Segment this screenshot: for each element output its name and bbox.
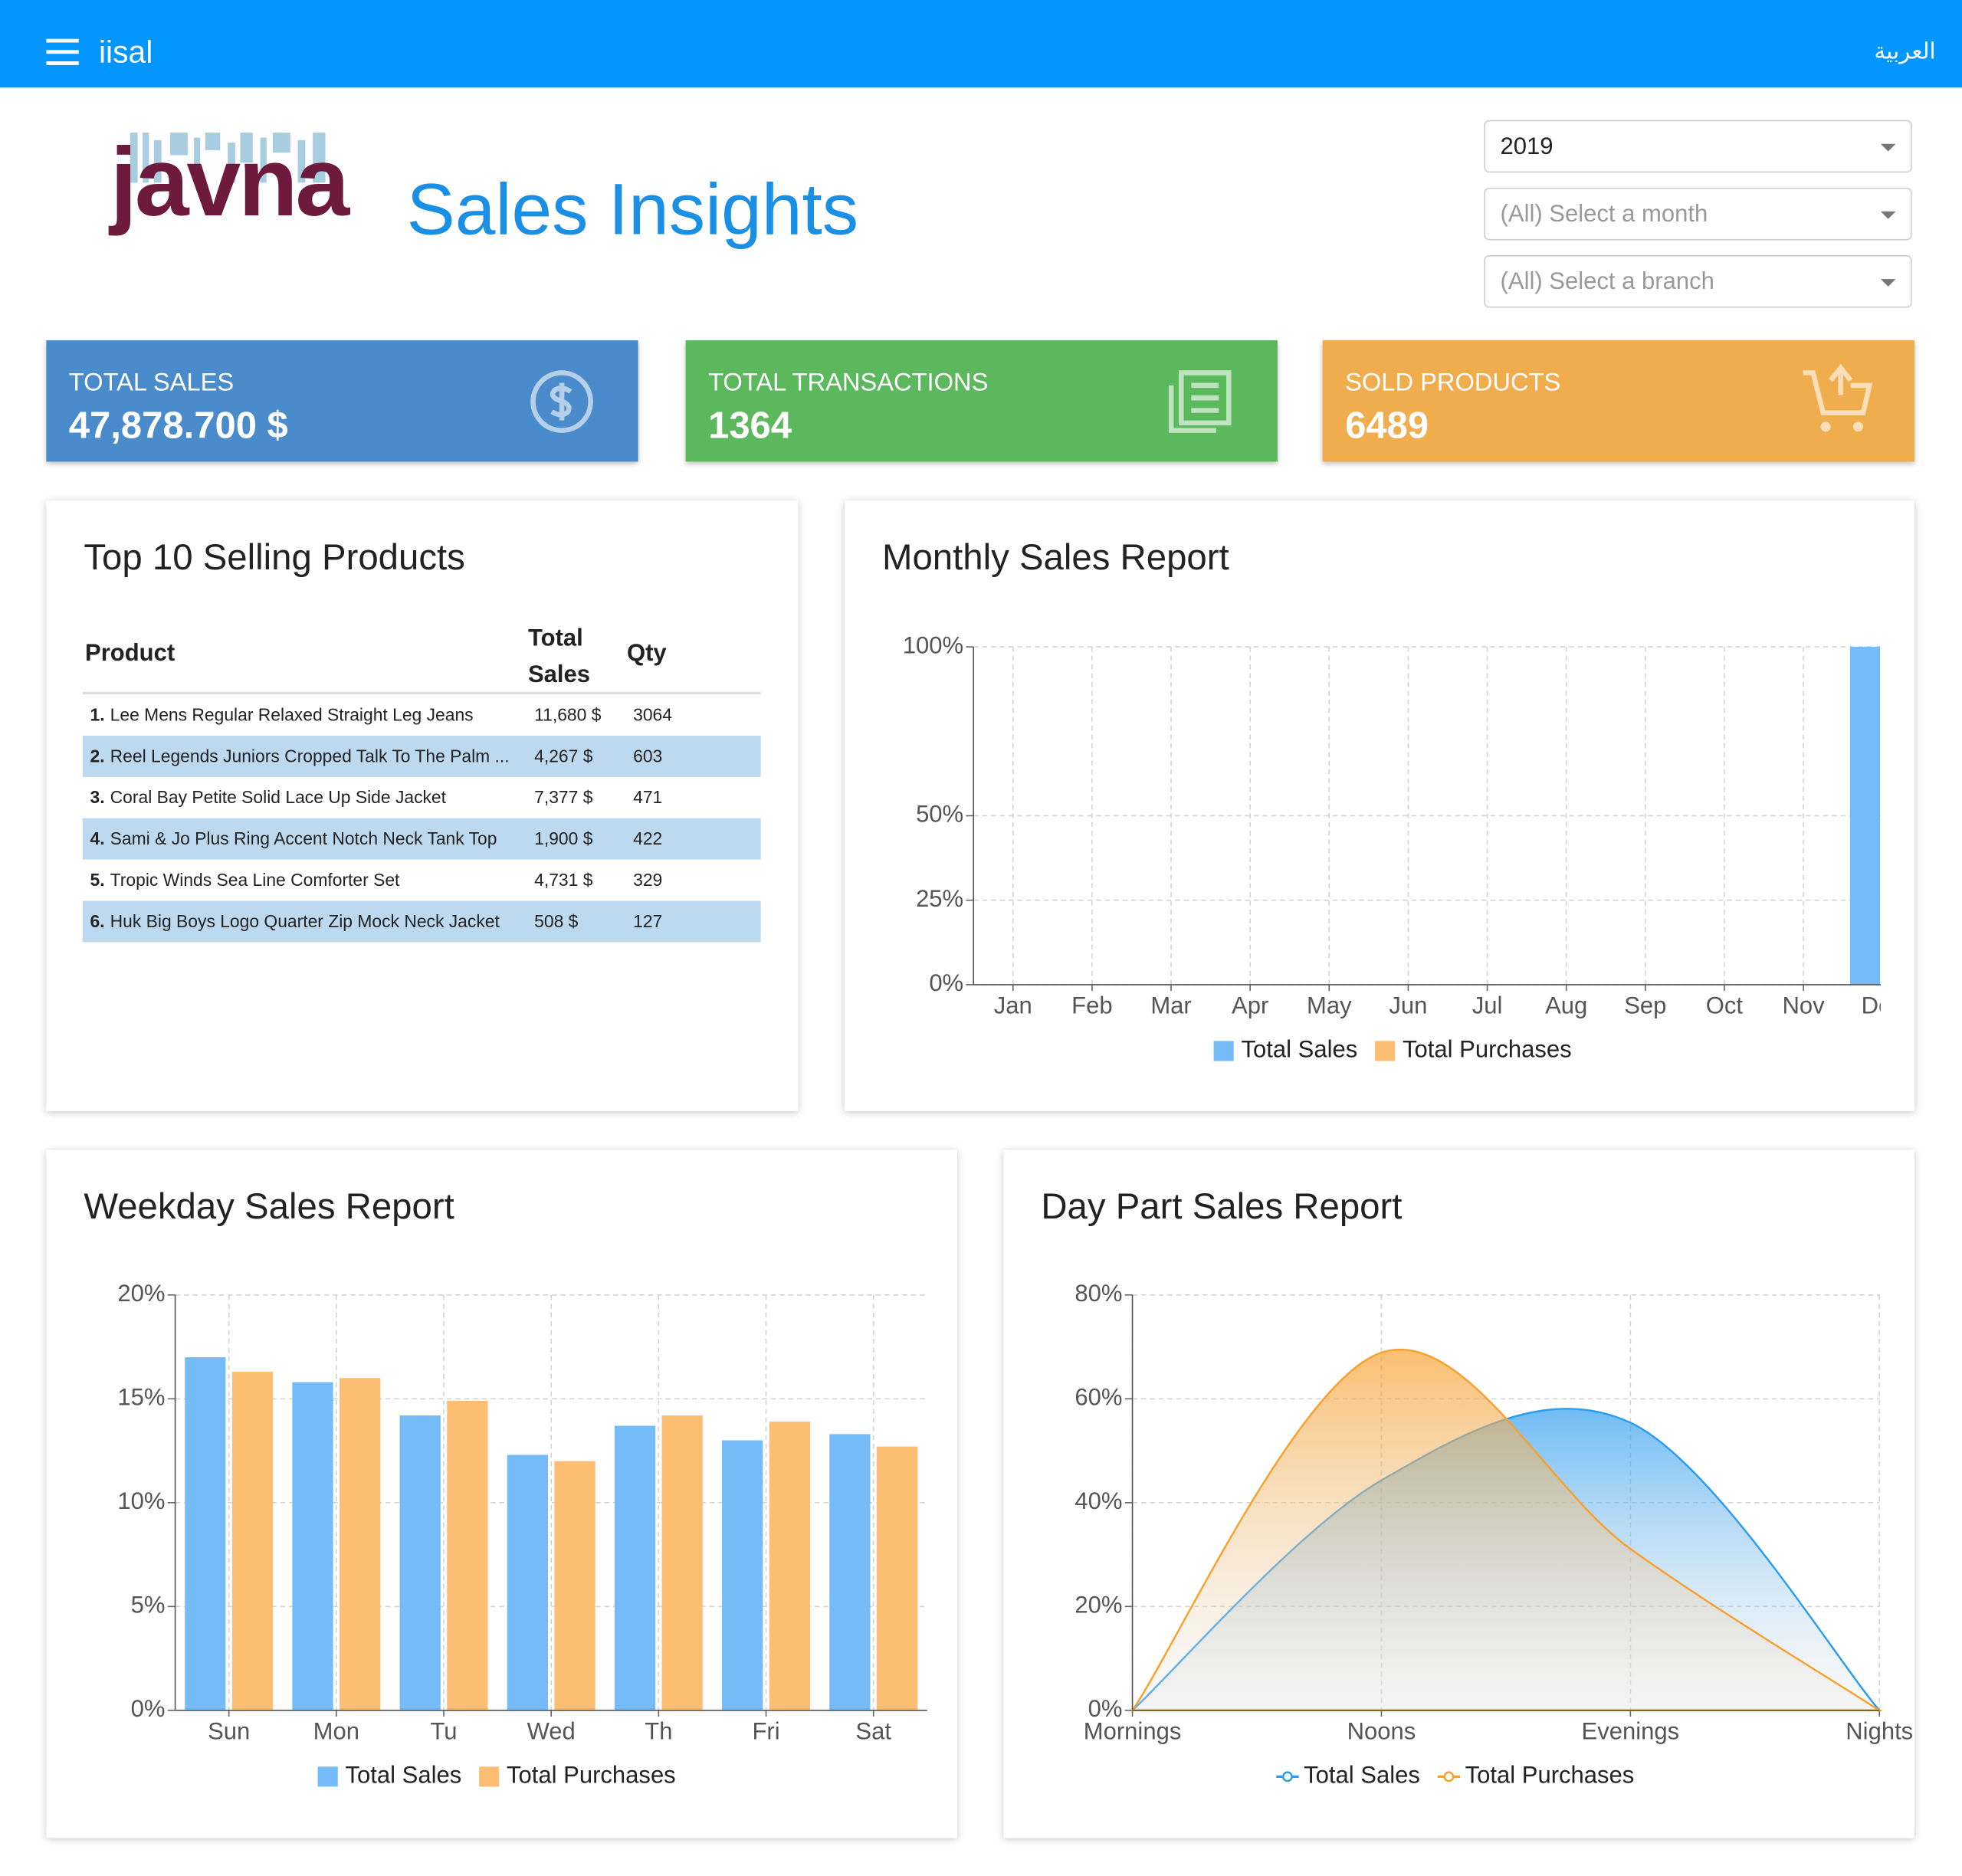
month-select[interactable]: (All) Select a month [1484,187,1912,241]
qty: 471 [633,786,663,808]
qty: 127 [633,910,663,931]
kpi-label: SOLD PRODUCTS [1345,369,1561,397]
product-name: Lee Mens Regular Relaxed Straight Leg Je… [110,704,474,725]
table-row: 4. Sami & Jo Plus Ring Accent Notch Neck … [82,818,761,860]
product-name: Reel Legends Juniors Cropped Talk To The… [110,746,510,766]
header-rule [82,691,761,695]
column-header: Total Sales [527,625,591,688]
product-name: Huk Big Boys Logo Quarter Zip Mock Neck … [110,910,500,931]
qty: 3064 [633,704,672,725]
table-row: 5. Tropic Winds Sea Line Comforter Set 4,7… [83,860,761,901]
cart-icon [1803,363,1873,432]
panel-title: Weekday Sales Report [84,1187,454,1228]
logo-pattern [130,133,326,183]
document-icon [1168,370,1232,433]
table-row: 2. Reel Legends Juniors Cropped Talk To T… [82,735,761,777]
kpi-label: TOTAL SALES [68,369,235,397]
panel: Day Part Sales Report [1003,1150,1914,1838]
kpi-value: 1364 [708,405,792,447]
total-sales: 7,377 $ [534,786,593,808]
kpi-value: 47,878.700 $ [68,405,288,447]
table-row: 3. Coral Bay Petite Solid Lace Up Side Ja… [83,777,761,818]
select-text: 2019 [1500,133,1554,160]
rank: 6. [90,910,105,931]
kpi-card: TOTAL TRANSACTIONS 1364 [685,340,1278,462]
qty: 329 [633,869,663,890]
kpi-value: 6489 [1345,405,1429,447]
rank: 2. [90,746,105,766]
total-sales: 4,267 $ [534,746,593,766]
page-title: Sales Insights [406,169,859,251]
select-text: (All) Select a branch [1500,269,1714,296]
rank: 5. [90,869,105,890]
branch-select[interactable]: (All) Select a branch [1484,255,1912,308]
rank: 3. [90,786,105,808]
product-name: Coral Bay Petite Solid Lace Up Side Jack… [110,786,447,808]
rank: 4. [90,828,105,848]
panel: Monthly Sales Report [845,500,1914,1111]
product-name: Tropic Winds Sea Line Comforter Set [110,869,400,890]
product-name: Sami & Jo Plus Ring Accent Notch Neck Ta… [110,828,497,848]
table-row: 1. Lee Mens Regular Relaxed Straight Leg … [83,694,761,736]
select-text: (All) Select a month [1500,201,1708,228]
panel: Top 10 Selling Products [46,500,799,1111]
year-select[interactable]: 2019 [1484,120,1912,173]
panel-title: Monthly Sales Report [882,538,1229,579]
kpi-card: SOLD PRODUCTS 6489 [1322,340,1914,462]
panel-title: Top 10 Selling Products [84,538,465,579]
dollar-icon [530,370,593,433]
menu-icon[interactable] [46,38,79,67]
top-bar: iisal العربية [0,0,1962,88]
panel-title: Day Part Sales Report [1041,1187,1403,1228]
qty: 603 [633,746,663,766]
kpi-card: TOTAL SALES 47,878.700 $ [46,340,638,462]
logo: javna [110,126,350,237]
column-header: Product [85,640,176,667]
rank: 1. [90,704,105,725]
total-sales: 4,731 $ [534,869,593,890]
total-sales: 508 $ [534,910,579,931]
panel: Weekday Sales Report [46,1150,957,1838]
column-header: Qty [626,640,667,667]
language-switch[interactable]: العربية [1874,38,1936,64]
kpi-label: TOTAL TRANSACTIONS [708,369,989,397]
table-row: 6. Huk Big Boys Logo Quarter Zip Mock Nec… [82,900,761,943]
brand[interactable]: iisal [98,34,153,71]
qty: 422 [633,828,663,848]
total-sales: 11,680 $ [534,704,602,725]
total-sales: 1,900 $ [534,828,593,848]
